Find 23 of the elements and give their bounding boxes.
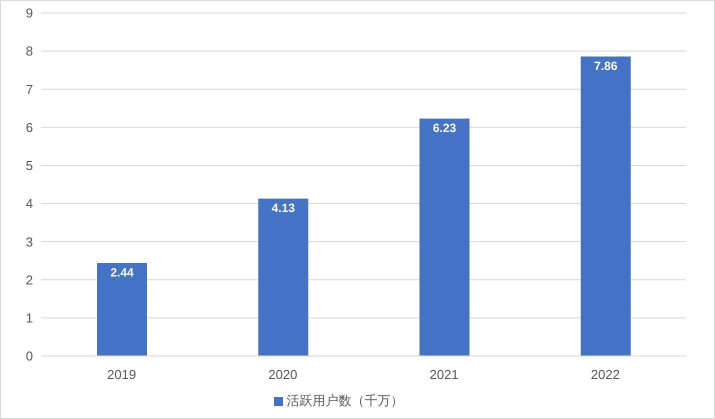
x-tick-label: 2022 xyxy=(590,367,620,382)
x-tick-label: 2021 xyxy=(430,367,459,382)
legend-label: 活跃用户数（千万） xyxy=(286,393,404,408)
y-tick-label: 2 xyxy=(26,272,33,288)
y-tick-label: 0 xyxy=(26,348,33,364)
data-label: 4.13 xyxy=(272,201,296,216)
y-tick-label: 4 xyxy=(26,196,33,212)
y-tick-label: 3 xyxy=(26,234,33,250)
data-label: 2.44 xyxy=(110,266,134,280)
bar xyxy=(97,263,147,356)
y-tick-label: 9 xyxy=(26,6,33,21)
y-tick-label: 7 xyxy=(26,82,33,97)
data-label: 6.23 xyxy=(432,121,456,136)
bar xyxy=(258,198,308,356)
x-tick-label: 2019 xyxy=(107,367,136,382)
y-tick-label: 6 xyxy=(26,120,33,135)
bar xyxy=(420,118,470,356)
y-tick-label: 1 xyxy=(26,310,33,326)
x-tick-label: 2020 xyxy=(268,367,298,382)
y-tick-label: 8 xyxy=(26,44,33,59)
data-label: 7.86 xyxy=(594,58,618,73)
y-tick-label: 5 xyxy=(26,158,33,174)
bar xyxy=(580,56,631,356)
